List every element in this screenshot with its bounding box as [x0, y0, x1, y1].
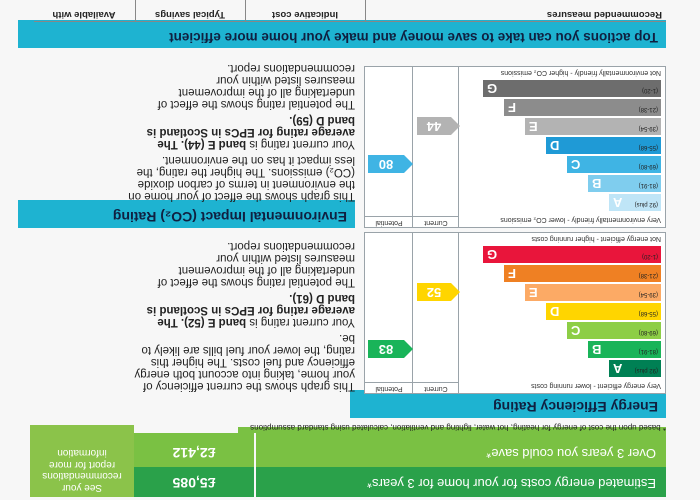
efficiency-description: This graph shows the current efficiency …: [125, 240, 355, 392]
band-range: (39-54): [638, 125, 658, 131]
band-letter: A: [613, 361, 623, 376]
environment-desc-3: The potential rating shows the effect of…: [157, 62, 355, 110]
top-actions-heading: Top actions you can take to save money a…: [18, 20, 666, 48]
band-letter: G: [487, 81, 498, 96]
efficiency-bottom-note: Not energy efficient - higher running co…: [531, 235, 661, 242]
band-range: (1-20): [641, 253, 658, 259]
band-range: (69-80): [638, 329, 658, 335]
band-g: (1-20) G: [483, 246, 661, 263]
efficiency-desc-3: The potential rating shows the effect of…: [157, 240, 355, 288]
band-range: (21-38): [638, 272, 658, 278]
band-letter: E: [529, 285, 538, 300]
band-letter: E: [529, 119, 538, 134]
band-letter: D: [550, 304, 560, 319]
environment-chart: Very environmentally friendly - lower CO…: [364, 66, 666, 228]
efficiency-current-indicator: 52: [417, 283, 451, 301]
col-recommended-measures: Recommended measures: [546, 9, 662, 20]
environment-heading: Environmental Impact (CO₂) Rating: [18, 200, 355, 228]
environment-description: This graph shows the effect of your home…: [125, 62, 355, 202]
col-typical-savings: Typical savings: [135, 0, 246, 21]
band-e: (39-54) E: [525, 118, 661, 135]
band-b: (81-91) B: [588, 175, 661, 192]
efficiency-desc-1: This graph shows the current efficiency …: [134, 332, 355, 392]
cost-row-savings: Over 3 years you could save* £2,412: [34, 427, 666, 467]
band-b: (81-91) B: [588, 341, 661, 358]
col-indicative-cost: Indicative cost: [245, 0, 366, 21]
measures-table-header: Recommended measures Indicative cost Typ…: [33, 0, 666, 22]
cost-label-savings: Over 3 years you could save*: [238, 427, 666, 467]
divider: [412, 233, 413, 393]
efficiency-desc-2: Your current rating is band E (52). The …: [146, 292, 355, 328]
band-range: (55-68): [638, 144, 658, 150]
environment-top-note: Very environmentally friendly - lower CO…: [500, 216, 661, 223]
band-f: (21-38) F: [504, 265, 661, 282]
band-g: (1-20) G: [483, 80, 661, 97]
band-letter: D: [550, 138, 560, 153]
band-d: (55-68) D: [546, 137, 661, 154]
band-range: (81-91): [638, 182, 658, 188]
band-range: (69-80): [638, 163, 658, 169]
band-f: (21-38) F: [504, 99, 661, 116]
band-letter: B: [592, 342, 602, 357]
band-letter: G: [487, 247, 498, 262]
band-range: (92 plus): [634, 367, 658, 373]
col-potential: Potential: [365, 382, 413, 393]
band-letter: C: [571, 157, 581, 172]
band-c: (69-80) C: [567, 322, 661, 339]
band-d: (55-68) D: [546, 303, 661, 320]
band-e: (39-54) E: [525, 284, 661, 301]
cost-value-3-years: £5,085: [134, 463, 256, 497]
band-range: (21-38): [638, 106, 658, 112]
environment-current-indicator: 44: [417, 117, 451, 135]
efficiency-chart: Very energy efficient - lower running co…: [364, 232, 666, 394]
efficiency-top-note: Very energy efficient - lower running co…: [531, 382, 661, 389]
efficiency-potential-indicator: 83: [368, 340, 404, 358]
environment-desc-2: Your current rating is band E (44). The …: [146, 114, 355, 150]
band-c: (69-80) C: [567, 156, 661, 173]
band-a: (92 plus) A: [609, 360, 661, 377]
band-range: (55-68): [638, 310, 658, 316]
band-range: (81-91): [638, 348, 658, 354]
band-letter: F: [508, 266, 516, 281]
band-range: (92 plus): [634, 201, 658, 207]
divider: [412, 67, 413, 227]
efficiency-heading: Energy Efficiency Rating: [350, 390, 666, 418]
col-potential: Potential: [365, 216, 413, 227]
environment-desc-1: This graph shows the effect of your home…: [128, 154, 355, 202]
band-range: (39-54): [638, 291, 658, 297]
cost-value-savings: £2,412: [134, 433, 256, 467]
band-a: (92 plus) A: [609, 194, 661, 211]
col-current: Current: [413, 382, 459, 393]
band-letter: F: [508, 100, 516, 115]
divider: [458, 233, 459, 393]
environment-bottom-note: Not environmentally friendly - higher CO…: [500, 69, 661, 76]
col-available-with: Available with: [33, 0, 136, 21]
cost-row-3-years: Estimated energy costs for your home for…: [30, 425, 666, 497]
band-letter: A: [613, 195, 623, 210]
band-range: (1-20): [641, 87, 658, 93]
band-letter: B: [592, 176, 602, 191]
band-letter: C: [571, 323, 581, 338]
col-current: Current: [413, 216, 459, 227]
environment-potential-indicator: 80: [368, 155, 404, 173]
divider: [458, 67, 459, 227]
footnote: * based upon the cost of energy for heat…: [250, 423, 666, 432]
